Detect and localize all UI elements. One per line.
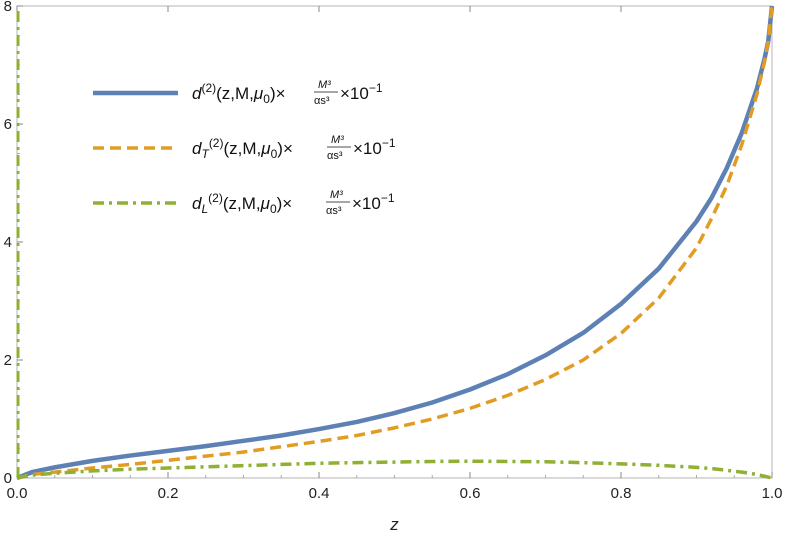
series-line-2	[16, 459, 773, 480]
legend-tail: ×10	[353, 139, 382, 158]
series-line-1	[16, 5, 774, 480]
legend-main: d	[192, 84, 202, 103]
legend-sup: (2)	[209, 136, 224, 150]
y-tick-label: 0	[4, 470, 12, 487]
svg-text:d(2)(z,M,μ0)×: d(2)(z,M,μ0)×	[192, 81, 286, 106]
svg-text:dT(2)(z,M,μ0)×: dT(2)(z,M,μ0)×	[192, 136, 293, 161]
legend-args: (z,M,	[216, 84, 254, 103]
y-tick-label: 2	[4, 352, 12, 369]
x-tick-label: 0.4	[309, 485, 330, 502]
legend-tail-sup: −1	[382, 136, 396, 150]
legend: d(2)(z,M,μ0)× M³ αs³ ×10−1 dT(2)(z,M,μ0)…	[93, 79, 396, 217]
y-tick-label: 8	[4, 0, 12, 15]
legend-close: )×	[277, 194, 293, 213]
legend-frac-den: αs³	[314, 95, 330, 107]
y-tick-label: 4	[4, 234, 12, 251]
legend-sub: L	[201, 202, 208, 216]
x-tick-label: 0.0	[7, 485, 28, 502]
svg-text:×10−1: ×10−1	[352, 191, 395, 213]
legend-entry-dL: dL(2)(z,M,μ0)× M³ αs³ ×10−1	[93, 189, 395, 217]
legend-frac-den: αs³	[327, 150, 343, 162]
x-axis-label: z	[389, 515, 399, 534]
x-tick-label: 0.8	[611, 485, 632, 502]
series-line-0	[16, 5, 775, 481]
legend-entry-dT: dT(2)(z,M,μ0)× M³ αs³ ×10−1	[93, 134, 396, 162]
legend-close: )×	[270, 84, 286, 103]
plot-border	[16, 5, 773, 479]
legend-main: d	[192, 194, 202, 213]
legend-mu-sub: 0	[270, 202, 277, 216]
legend-mu-sub: 0	[271, 147, 278, 161]
legend-tail: ×10	[340, 84, 369, 103]
plot-frame: 0.0 0.2 0.4 0.6 0.8 1.0 0 2 4 6 8 z	[4, 0, 783, 534]
legend-mu: μ	[260, 194, 271, 213]
legend-mu: μ	[253, 84, 264, 103]
y-tick-label: 6	[4, 116, 12, 133]
legend-frac-num: M³	[318, 79, 331, 91]
svg-text:×10−1: ×10−1	[340, 81, 383, 103]
legend-tail-sup: −1	[369, 81, 383, 95]
legend-main: d	[192, 139, 202, 158]
x-tick-label: 0.6	[460, 485, 481, 502]
legend-tail-sup: −1	[381, 191, 395, 205]
legend-mu-sub: 0	[263, 92, 270, 106]
x-tick-label: 1.0	[762, 485, 783, 502]
legend-entry-d: d(2)(z,M,μ0)× M³ αs³ ×10−1	[93, 79, 383, 107]
legend-frac-den: αs³	[326, 205, 342, 217]
legend-close: )×	[277, 139, 293, 158]
legend-sup: (2)	[201, 81, 216, 95]
legend-mu: μ	[260, 139, 271, 158]
legend-args: (z,M,	[223, 194, 261, 213]
legend-tail: ×10	[352, 194, 381, 213]
legend-frac-num: M³	[331, 134, 344, 146]
legend-frac-num: M³	[330, 189, 343, 201]
legend-sub: T	[201, 147, 210, 161]
series-layer	[16, 5, 775, 481]
svg-text:dL(2)(z,M,μ0)×: dL(2)(z,M,μ0)×	[192, 191, 292, 216]
legend-sup: (2)	[208, 191, 223, 205]
svg-text:×10−1: ×10−1	[353, 136, 396, 158]
legend-args: (z,M,	[223, 139, 261, 158]
x-tick-label: 0.2	[158, 485, 179, 502]
